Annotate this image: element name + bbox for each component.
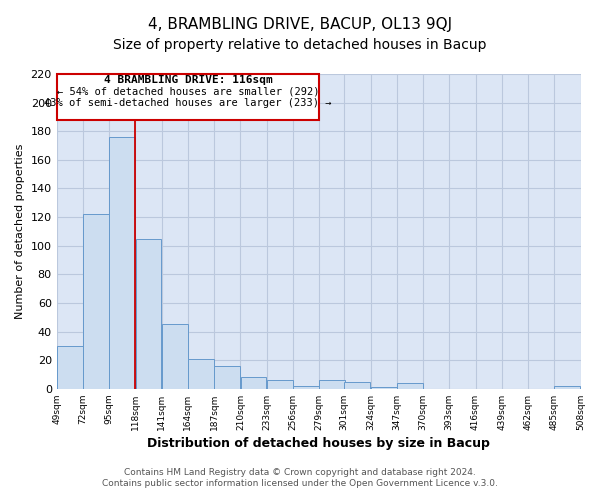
Text: Contains HM Land Registry data © Crown copyright and database right 2024.
Contai: Contains HM Land Registry data © Crown c… xyxy=(102,468,498,487)
Bar xyxy=(344,382,370,389)
Bar xyxy=(162,324,188,389)
Text: Size of property relative to detached houses in Bacup: Size of property relative to detached ho… xyxy=(113,38,487,52)
X-axis label: Distribution of detached houses by size in Bacup: Distribution of detached houses by size … xyxy=(147,437,490,450)
Text: 4, BRAMBLING DRIVE, BACUP, OL13 9QJ: 4, BRAMBLING DRIVE, BACUP, OL13 9QJ xyxy=(148,18,452,32)
Bar xyxy=(319,380,345,389)
Bar xyxy=(109,137,135,389)
Bar xyxy=(371,388,397,389)
Text: ← 54% of detached houses are smaller (292): ← 54% of detached houses are smaller (29… xyxy=(56,87,319,97)
Text: 43% of semi-detached houses are larger (233) →: 43% of semi-detached houses are larger (… xyxy=(44,98,332,108)
Bar xyxy=(397,383,423,389)
Bar xyxy=(554,386,580,389)
Bar xyxy=(267,380,293,389)
Bar xyxy=(83,214,109,389)
Bar xyxy=(188,359,214,389)
Bar xyxy=(214,366,240,389)
Bar xyxy=(57,346,83,389)
Bar xyxy=(293,386,319,389)
FancyBboxPatch shape xyxy=(56,74,319,120)
Bar xyxy=(136,238,161,389)
Text: 4 BRAMBLING DRIVE: 116sqm: 4 BRAMBLING DRIVE: 116sqm xyxy=(104,76,272,86)
Bar xyxy=(241,378,266,389)
Y-axis label: Number of detached properties: Number of detached properties xyxy=(15,144,25,319)
